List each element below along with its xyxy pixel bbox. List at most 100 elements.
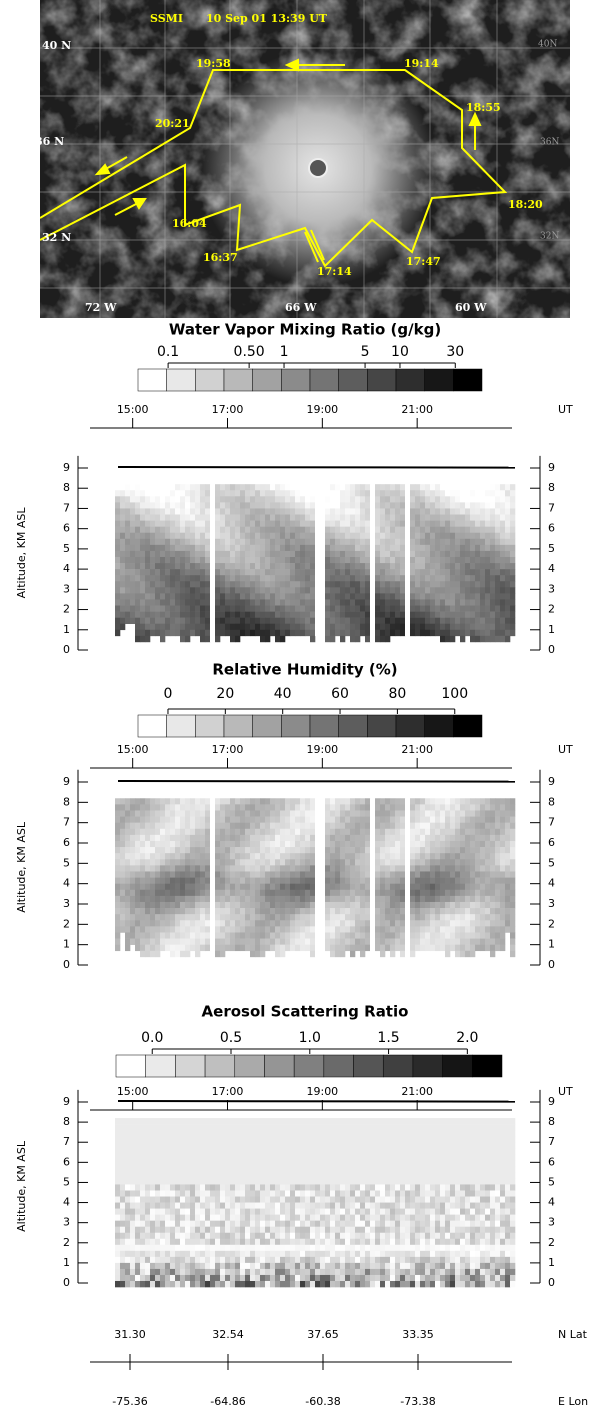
curtain-cell bbox=[170, 533, 175, 539]
curtain-cell bbox=[420, 939, 425, 945]
curtain-cell bbox=[295, 902, 300, 908]
curtain-cell bbox=[460, 533, 465, 539]
curtain-cell bbox=[180, 865, 185, 871]
curtain-cell bbox=[375, 551, 380, 557]
curtain-cell bbox=[130, 508, 135, 514]
curtain-cell bbox=[315, 630, 320, 636]
curtain-cell bbox=[145, 557, 150, 563]
curtain-cell bbox=[500, 581, 505, 587]
curtain-cell bbox=[495, 841, 500, 847]
curtain-cell bbox=[240, 618, 245, 624]
curtain-cell bbox=[210, 1239, 215, 1245]
curtain-cell bbox=[250, 829, 255, 835]
curtain-cell bbox=[225, 484, 230, 490]
curtain-cell bbox=[325, 533, 330, 539]
curtain-cell bbox=[495, 939, 500, 945]
curtain-cell bbox=[380, 515, 385, 521]
curtain-cell bbox=[200, 1166, 205, 1172]
curtain-cell bbox=[380, 884, 385, 890]
curtain-cell bbox=[205, 1130, 210, 1136]
curtain-cell bbox=[415, 581, 420, 587]
curtain-cell bbox=[280, 496, 285, 502]
curtain-cell bbox=[350, 926, 355, 932]
curtain-cell bbox=[255, 920, 260, 926]
curtain-cell bbox=[455, 563, 460, 569]
curtain-cell bbox=[275, 575, 280, 581]
curtain-cell bbox=[490, 823, 495, 829]
curtain-cell bbox=[390, 630, 395, 636]
curtain-cell bbox=[375, 902, 380, 908]
curtain-cell bbox=[400, 502, 405, 508]
curtain-cell bbox=[320, 624, 325, 630]
curtain-cell bbox=[485, 630, 490, 636]
curtain-cell bbox=[215, 496, 220, 502]
curtain-cell bbox=[220, 804, 225, 810]
curtain-cell bbox=[350, 939, 355, 945]
curtain-cell bbox=[245, 859, 250, 865]
curtain-cell bbox=[185, 1227, 190, 1233]
curtain-cell bbox=[475, 587, 480, 593]
curtain-cell bbox=[500, 847, 505, 853]
curtain-cell bbox=[420, 810, 425, 816]
curtain-cell bbox=[285, 914, 290, 920]
curtain-cell bbox=[425, 878, 430, 884]
curtain-cell bbox=[305, 939, 310, 945]
curtain-cell bbox=[130, 539, 135, 545]
curtain-cell bbox=[115, 1251, 120, 1257]
curtain-cell bbox=[235, 841, 240, 847]
curtain-cell bbox=[495, 539, 500, 545]
curtain-cell bbox=[315, 551, 320, 557]
curtain-cell bbox=[345, 908, 350, 914]
curtain-cell bbox=[480, 502, 485, 508]
curtain-cell bbox=[200, 539, 205, 545]
curtain-cell bbox=[180, 533, 185, 539]
curtain-cell bbox=[260, 932, 265, 938]
curtain-cell bbox=[330, 587, 335, 593]
curtain-cell bbox=[305, 859, 310, 865]
curtain-cell bbox=[240, 804, 245, 810]
curtain-cell bbox=[220, 587, 225, 593]
curtain-cell bbox=[215, 1203, 220, 1209]
curtain-cell bbox=[460, 847, 465, 853]
curtain-cell bbox=[215, 527, 220, 533]
curtain-cell bbox=[435, 612, 440, 618]
curtain-cell bbox=[180, 581, 185, 587]
curtain-cell bbox=[430, 563, 435, 569]
curtain-cell bbox=[160, 569, 165, 575]
y-axis-title: Altitude, KM ASL bbox=[15, 507, 28, 599]
curtain-cell bbox=[200, 804, 205, 810]
curtain-cell bbox=[235, 581, 240, 587]
curtain-cell bbox=[360, 914, 365, 920]
curtain-cell bbox=[215, 1215, 220, 1221]
curtain-cell bbox=[430, 823, 435, 829]
curtain-cell bbox=[335, 502, 340, 508]
curtain-cell bbox=[185, 1172, 190, 1178]
curtain-cell bbox=[200, 939, 205, 945]
curtain-cell bbox=[265, 502, 270, 508]
curtain-cell bbox=[125, 551, 130, 557]
curtain-cell bbox=[170, 1178, 175, 1184]
curtain-cell bbox=[370, 508, 375, 514]
curtain-cell bbox=[215, 1245, 220, 1251]
colorbar-cell bbox=[425, 369, 454, 391]
curtain-cell bbox=[155, 810, 160, 816]
curtain-cell bbox=[220, 939, 225, 945]
curtain-cell bbox=[175, 810, 180, 816]
curtain-cell bbox=[255, 533, 260, 539]
curtain-cell bbox=[240, 599, 245, 605]
y-axis-title: Altitude, KM ASL bbox=[15, 821, 28, 913]
curtain-cell bbox=[140, 859, 145, 865]
curtain-cell bbox=[425, 527, 430, 533]
curtain-cell bbox=[160, 612, 165, 618]
curtain-cell bbox=[150, 914, 155, 920]
curtain-cell bbox=[400, 853, 405, 859]
curtain-cell bbox=[205, 581, 210, 587]
y-tick-label: 5 bbox=[63, 856, 70, 869]
curtain-cell bbox=[185, 1184, 190, 1190]
curtain-cell bbox=[220, 490, 225, 496]
curtain-cell bbox=[235, 593, 240, 599]
curtain-cell bbox=[155, 1233, 160, 1239]
curtain-cell bbox=[120, 587, 125, 593]
curtain-cell bbox=[455, 902, 460, 908]
curtain-cell bbox=[115, 932, 120, 938]
